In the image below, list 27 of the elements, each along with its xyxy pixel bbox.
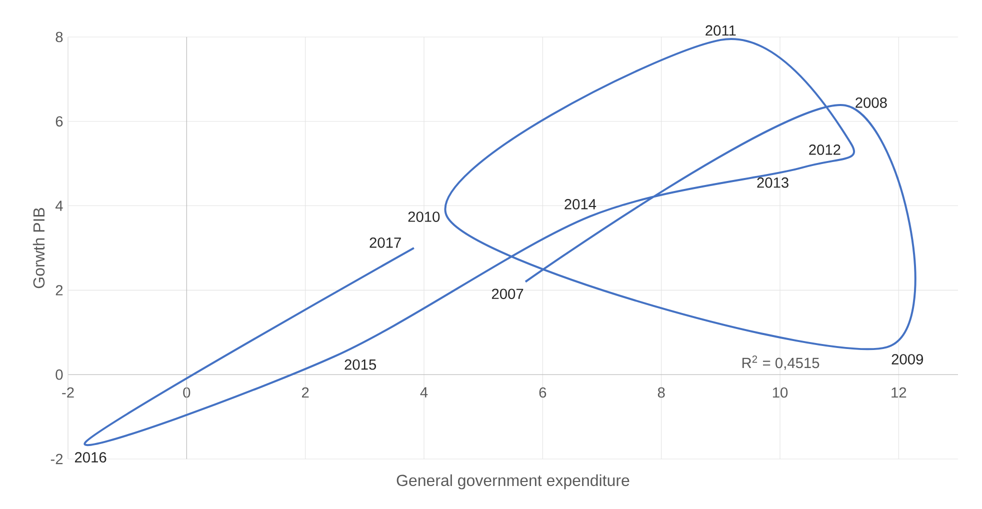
annotation: 2013 [757,177,788,188]
x-tick-label: 4 [420,387,428,398]
annotation: 2011 [706,25,736,36]
x-tick-label: 6 [539,387,546,398]
annotation: 2015 [344,359,376,370]
y-tick-label: 2 [56,285,63,296]
annotation: 2014 [564,199,596,210]
y-tick-label: -2 [50,454,63,464]
annotation: R$^{2}$ = 0,4515 [742,356,820,370]
x-tick-label: 0 [183,387,190,398]
annotation: 2012 [809,144,840,155]
y-tick-label: 0 [56,369,63,380]
annotation: 2008 [856,98,887,108]
y-tick-label: 8 [56,32,63,42]
x-tick-label: 12 [892,387,906,398]
annotation: 2016 [74,452,106,463]
y-tick-label: 6 [56,116,63,127]
y-tick-label: 4 [55,200,63,211]
x-tick-label: 10 [772,387,788,398]
x-tick-label: 2 [302,387,309,398]
x-axis-title: General government expenditure [396,474,630,490]
annotation: 2017 [370,237,401,248]
y-axis-title: Gorwth PIB [32,208,45,288]
annotation: 2010 [408,212,440,222]
annotation: 2009 [892,354,923,364]
annotation: 2007 [492,288,524,300]
x-tick-label: 8 [658,387,665,398]
